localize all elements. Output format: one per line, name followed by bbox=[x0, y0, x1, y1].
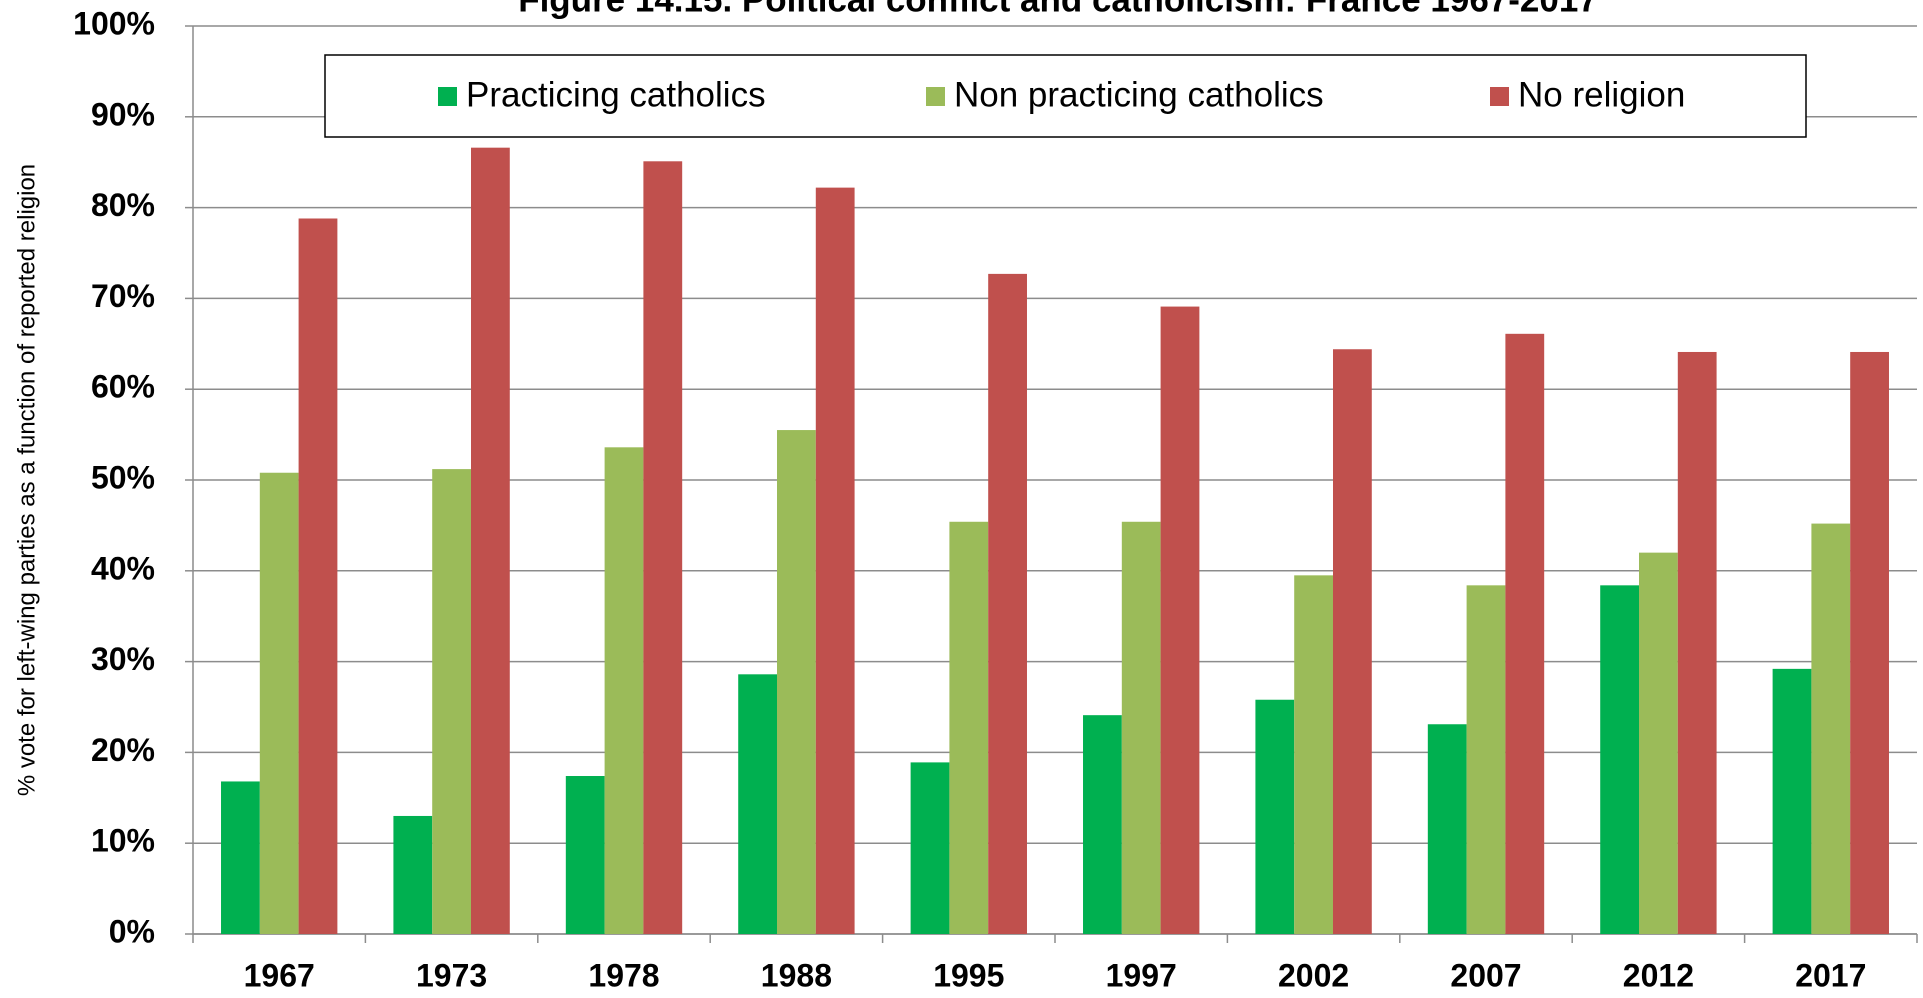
bar bbox=[1427, 724, 1467, 934]
y-tick-label: 80% bbox=[91, 187, 155, 223]
y-tick-label: 0% bbox=[109, 913, 155, 949]
bar bbox=[1160, 306, 1200, 934]
bar bbox=[1121, 521, 1161, 934]
bar bbox=[393, 815, 433, 934]
bar bbox=[1639, 552, 1678, 934]
y-tick-label: 50% bbox=[91, 459, 155, 495]
bar bbox=[565, 776, 605, 934]
y-axis-label: % vote for left-wing parties as a functi… bbox=[13, 164, 40, 796]
bar bbox=[1600, 585, 1640, 934]
legend-swatch bbox=[1490, 87, 1509, 106]
bar bbox=[298, 218, 338, 935]
y-tick-label: 30% bbox=[91, 641, 155, 677]
bar bbox=[1505, 333, 1545, 934]
x-tick-label: 1995 bbox=[933, 957, 1004, 993]
y-tick-label: 90% bbox=[91, 96, 155, 132]
bar bbox=[815, 187, 855, 934]
y-tick-label: 60% bbox=[91, 369, 155, 405]
legend-label: No religion bbox=[1518, 75, 1685, 114]
legend-label: Non practicing catholics bbox=[954, 75, 1324, 114]
y-tick-label: 20% bbox=[91, 732, 155, 768]
chart-title: Figure 14.15. Political conflict and cat… bbox=[518, 0, 1598, 19]
x-tick-label: 1967 bbox=[244, 957, 315, 993]
x-tick-label: 2007 bbox=[1450, 957, 1521, 993]
bar bbox=[259, 472, 299, 934]
bar bbox=[643, 161, 683, 935]
bar bbox=[777, 430, 816, 934]
bar bbox=[1811, 523, 1851, 934]
x-tick-label: 1978 bbox=[588, 957, 659, 993]
bar bbox=[949, 521, 989, 934]
bar bbox=[910, 762, 950, 934]
y-tick-label: 10% bbox=[91, 823, 155, 859]
x-tick-label: 2012 bbox=[1623, 957, 1694, 993]
legend-box bbox=[324, 54, 1807, 138]
bar bbox=[1466, 585, 1506, 934]
x-tick-label: 1997 bbox=[1106, 957, 1177, 993]
x-tick-label: 2017 bbox=[1795, 957, 1866, 993]
bar bbox=[432, 469, 471, 934]
bar bbox=[1294, 575, 1333, 934]
legend-label: Practicing catholics bbox=[466, 75, 766, 114]
x-tick-label: 1988 bbox=[761, 957, 832, 993]
bar bbox=[1850, 351, 1889, 934]
legend-swatch bbox=[438, 87, 457, 106]
bar bbox=[604, 447, 644, 934]
y-tick-label: 100% bbox=[73, 5, 155, 41]
y-tick-label: 70% bbox=[91, 278, 155, 314]
y-tick-label: 40% bbox=[91, 550, 155, 586]
bar bbox=[1332, 349, 1372, 934]
x-tick-label: 1973 bbox=[416, 957, 487, 993]
bar bbox=[1255, 699, 1295, 934]
x-tick-label: 2002 bbox=[1278, 957, 1349, 993]
bar bbox=[221, 781, 260, 934]
bar bbox=[470, 147, 510, 934]
bar bbox=[1083, 715, 1122, 934]
bar bbox=[1677, 351, 1717, 934]
legend-swatch bbox=[926, 87, 945, 106]
bar bbox=[988, 273, 1027, 934]
bar bbox=[1772, 668, 1812, 934]
bar bbox=[738, 674, 778, 934]
